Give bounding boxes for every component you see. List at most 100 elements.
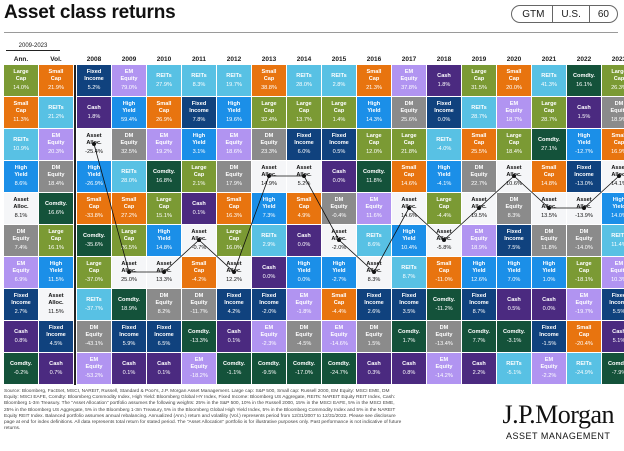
return-value: 11.8%: [366, 177, 382, 184]
year-cell-asset-alloc: Asset Alloc. 25.0%: [112, 257, 146, 288]
asset-label: REITs: [331, 72, 347, 79]
year-cell-comdty: Comdty. 16.8%: [147, 161, 181, 192]
year-cell-em-equity: EM Equity -2.3%: [252, 321, 286, 352]
asset-label: High Yield: [472, 261, 486, 274]
year-cell-cash: Cash 0.5%: [497, 289, 531, 320]
asset-label: Comdty.: [83, 232, 105, 239]
year-cell-reits: REITs 8.7%: [392, 257, 426, 288]
return-value: 28.7%: [541, 117, 557, 123]
year-cell-high-yield: High Yield -26.9%: [77, 161, 111, 192]
grid-row: DM Equity 7.4% Large Cap 16.1% Comdty. -35.6% La…: [4, 225, 624, 257]
return-value: 0.8%: [402, 369, 416, 376]
year-cell-small-cap: Small Cap 16.3%: [217, 193, 251, 224]
return-value: 14.3%: [366, 117, 382, 123]
year-cell-cash: Cash 0.1%: [147, 353, 181, 384]
vol-cell-asset-alloc: Asset Alloc. 11.5%: [39, 289, 73, 320]
year-cell-large-cap: Large Cap 28.7%: [532, 97, 566, 128]
return-value: 13.5%: [541, 213, 557, 219]
year-cell-fixed-income: Fixed Income 5.9%: [112, 321, 146, 352]
year-cell-reits: REITs 19.7%: [217, 65, 251, 96]
asset-label: Comdty.: [153, 168, 175, 175]
return-value: -1.8%: [296, 309, 312, 315]
year-cell-reits: REITs -4.0%: [427, 129, 461, 160]
header-row: Ann. Vol. 2008 2009 2010 2011 2012 2013 2014 2015…: [4, 54, 624, 65]
return-value: 1.8%: [87, 113, 101, 120]
year-cell-reits: REITs 41.3%: [532, 65, 566, 96]
return-value: 32.4%: [261, 117, 277, 123]
column-header-2011: 2011: [191, 56, 207, 63]
year-cell-cash: Cash 1.5%: [567, 97, 601, 128]
column-header-2015: 2015: [331, 56, 347, 63]
year-cell-asset-alloc: Asset Alloc. 8.3%: [357, 257, 391, 288]
year-cell-fixed-income: Fixed Income 0.0%: [427, 97, 461, 128]
year-cell-dm-equity: DM Equity 32.5%: [112, 129, 146, 160]
return-value: 7.4%: [14, 245, 28, 251]
asset-label: REITs: [611, 232, 624, 239]
return-value: 0.5%: [507, 305, 521, 312]
return-value: -17.0%: [295, 369, 313, 376]
asset-label: REITs: [436, 136, 452, 143]
year-cell-small-cap: Small Cap -4.2%: [182, 257, 216, 288]
asset-label: REITs: [226, 72, 242, 79]
return-value: 2.1%: [192, 181, 206, 187]
return-value: -9.5%: [261, 369, 277, 376]
return-value: 41.3%: [541, 81, 557, 88]
return-value: -4.5%: [296, 341, 312, 347]
year-cell-comdty: Comdty. 16.1%: [567, 65, 601, 96]
year-cell-comdty: Comdty. 27.1%: [532, 129, 566, 160]
return-value: 19.6%: [226, 117, 242, 123]
asset-label: REITs: [576, 360, 592, 367]
year-cell-fixed-income: Fixed Income 2.6%: [357, 289, 391, 320]
year-cell-large-cap: Large Cap 32.4%: [252, 97, 286, 128]
year-cell-small-cap: Small Cap 25.5%: [462, 129, 496, 160]
return-value: 12.0%: [366, 149, 382, 155]
asset-label: Comdty.: [573, 72, 595, 79]
return-value: 23.3%: [261, 149, 277, 155]
asset-label: Cash: [437, 72, 451, 79]
return-value: -37.0%: [85, 277, 103, 283]
divider: [74, 161, 77, 193]
ann-cell-large-cap: Large Cap 14.0%: [4, 65, 38, 96]
return-value: -24.9%: [575, 369, 593, 376]
year-cell-high-yield: High Yield 59.4%: [112, 97, 146, 128]
year-cell-comdty: Comdty. -13.3%: [182, 321, 216, 352]
ann-cell-high-yield: High Yield 8.6%: [4, 161, 38, 192]
return-value: -13.9%: [575, 213, 593, 219]
return-value: 18.4%: [506, 149, 522, 155]
year-cell-cash: Cash 5.1%: [602, 321, 624, 352]
return-value: -11.0%: [435, 277, 453, 283]
year-cell-em-equity: EM Equity 18.6%: [217, 129, 251, 160]
year-cell-reits: REITs -24.9%: [567, 353, 601, 384]
year-cell-reits: REITs 28.7%: [462, 97, 496, 128]
divider: [74, 225, 77, 257]
asset-label: Comdty.: [503, 328, 525, 335]
return-value: 6.0%: [297, 149, 311, 155]
year-cell-em-equity: EM Equity 18.7%: [497, 97, 531, 128]
return-value: -4.2%: [191, 277, 207, 283]
return-value: -2.3%: [261, 341, 277, 347]
return-value: 0.8%: [14, 337, 28, 344]
year-cell-reits: REITs 8.6%: [357, 225, 391, 256]
year-cell-dm-equity: DM Equity 17.9%: [217, 161, 251, 192]
asset-label: High Yield: [297, 261, 311, 274]
return-value: 5.9%: [122, 341, 136, 347]
return-value: 18.9%: [611, 117, 624, 123]
